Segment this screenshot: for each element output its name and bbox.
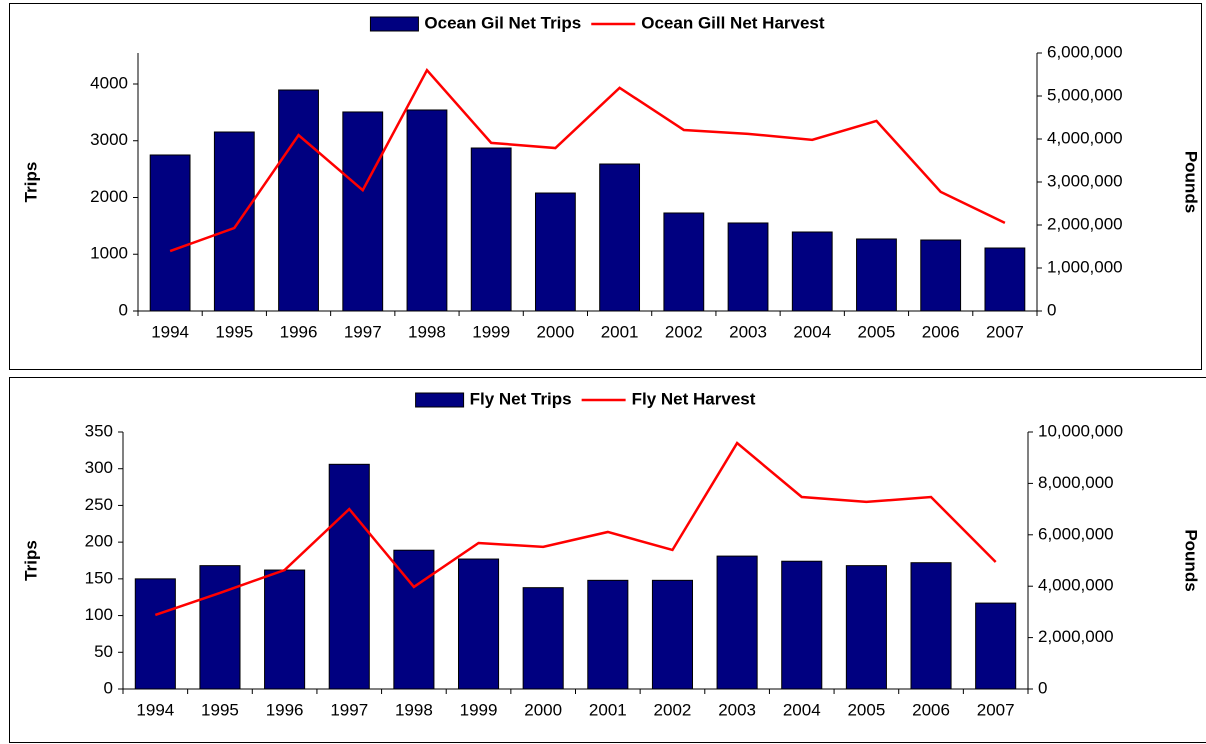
bar: [920, 239, 962, 312]
bar: [213, 131, 255, 312]
bar: [199, 565, 241, 690]
bar: [522, 587, 564, 690]
bar: [599, 163, 641, 312]
bar: [791, 231, 833, 312]
y2-tick-label: 0: [1038, 678, 1047, 697]
legend-label: Fly Net Trips: [470, 389, 572, 408]
y2-tick-label: 1,000,000: [1047, 257, 1123, 276]
y2-tick-label: 5,000,000: [1047, 85, 1123, 104]
x-tick-label: 1995: [215, 322, 253, 341]
bar: [406, 109, 448, 312]
bar: [856, 238, 897, 312]
x-tick-label: 1996: [280, 322, 318, 341]
y2-tick-label: 8,000,000: [1038, 473, 1114, 492]
y2-tick-label: 4,000,000: [1047, 128, 1123, 147]
x-tick-label: 2004: [793, 322, 831, 341]
y-axis-title: Trips: [21, 540, 40, 581]
x-tick-label: 2000: [536, 322, 574, 341]
bar: [663, 212, 705, 312]
legend-label: Ocean Gill Net Harvest: [641, 13, 825, 32]
bar: [910, 562, 952, 690]
y-tick-label: 300: [85, 458, 113, 477]
x-tick-label: 1999: [472, 322, 510, 341]
x-tick-label: 2002: [654, 700, 692, 719]
x-tick-label: 2001: [601, 322, 639, 341]
x-tick-label: 1994: [151, 322, 189, 341]
bar: [264, 569, 306, 690]
bar: [149, 154, 191, 312]
y2-tick-label: 6,000,000: [1047, 42, 1123, 61]
x-tick-label: 2000: [524, 700, 562, 719]
y-tick-label: 150: [85, 568, 113, 587]
legend-swatch: [369, 16, 419, 32]
x-tick-label: 1995: [201, 700, 239, 719]
y2-tick-label: 6,000,000: [1038, 524, 1114, 543]
bar: [534, 192, 576, 312]
bar: [457, 558, 500, 690]
y-tick-label: 4000: [90, 73, 128, 92]
x-tick-label: 2006: [922, 322, 960, 341]
y-tick-label: 200: [85, 532, 113, 551]
y2-tick-label: 4,000,000: [1038, 576, 1114, 595]
legend-swatch: [415, 392, 465, 408]
x-tick-label: 2004: [783, 700, 821, 719]
bar: [727, 222, 769, 312]
x-tick-label: 2001: [589, 700, 627, 719]
x-tick-label: 2006: [912, 700, 950, 719]
bar: [845, 565, 887, 690]
bar: [134, 578, 176, 690]
x-tick-label: 2007: [977, 700, 1015, 719]
bar: [975, 602, 1017, 690]
y2-tick-label: 2,000,000: [1047, 214, 1123, 233]
bar: [328, 463, 370, 690]
y-tick-label: 1000: [90, 244, 128, 263]
y2-tick-label: 3,000,000: [1047, 171, 1123, 190]
bar: [984, 247, 1026, 312]
x-tick-label: 1999: [460, 700, 498, 719]
y2-tick-label: 2,000,000: [1038, 627, 1114, 646]
line: [154, 441, 997, 617]
y-tick-label: 0: [119, 300, 128, 319]
y-tick-label: 50: [94, 642, 113, 661]
y2-axis-title: Pounds: [1182, 529, 1201, 591]
x-tick-label: 1997: [330, 700, 368, 719]
x-tick-label: 2003: [718, 700, 756, 719]
x-tick-label: 2005: [847, 700, 885, 719]
bar: [781, 560, 823, 690]
x-tick-label: 1997: [344, 322, 382, 341]
y2-tick-label: 0: [1047, 300, 1056, 319]
bar: [393, 549, 435, 690]
x-tick-label: 1996: [266, 700, 304, 719]
bar: [278, 89, 319, 312]
y-tick-label: 0: [104, 678, 113, 697]
bar: [716, 555, 758, 690]
x-tick-label: 1998: [408, 322, 446, 341]
y-tick-label: 2000: [90, 187, 128, 206]
bar: [651, 579, 694, 690]
y-tick-label: 100: [85, 605, 113, 624]
x-tick-label: 1998: [395, 700, 433, 719]
x-tick-label: 2005: [858, 322, 896, 341]
x-tick-label: 2007: [986, 322, 1024, 341]
x-tick-label: 1994: [136, 700, 174, 719]
y-tick-label: 3000: [90, 130, 128, 149]
legend-label: Fly Net Harvest: [632, 389, 756, 408]
bar: [342, 111, 384, 312]
x-tick-label: 2002: [665, 322, 703, 341]
bar: [587, 579, 629, 690]
y2-axis-title: Pounds: [1182, 151, 1201, 213]
y-axis-title: Trips: [21, 162, 40, 203]
legend-label: Ocean Gil Net Trips: [424, 13, 581, 32]
bar: [470, 147, 512, 312]
y2-tick-label: 10,000,000: [1038, 421, 1123, 440]
x-tick-label: 2003: [729, 322, 767, 341]
y-tick-label: 250: [85, 495, 113, 514]
y-tick-label: 350: [85, 421, 113, 440]
line: [169, 68, 1006, 253]
